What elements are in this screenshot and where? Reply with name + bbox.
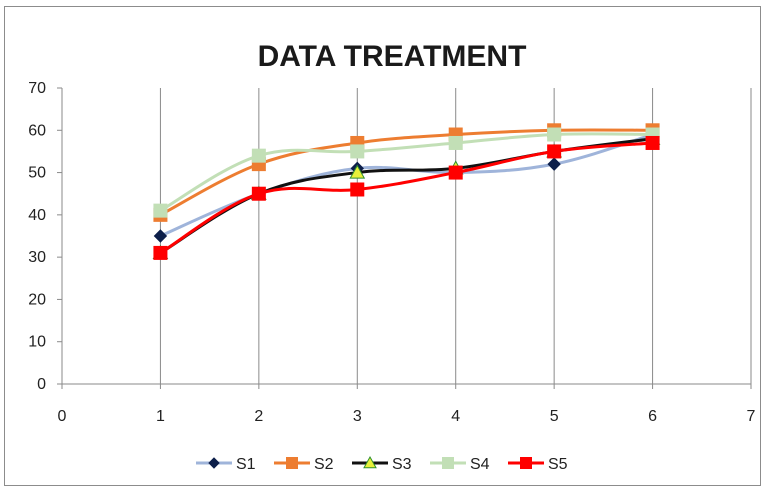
legend-item-S4: S4	[430, 456, 490, 473]
x-tick-label-6: 6	[648, 408, 657, 425]
series-S1	[153, 127, 660, 243]
legend-label-S3: S3	[392, 456, 412, 473]
legend-label-S1: S1	[236, 456, 256, 473]
point-S5-3	[350, 182, 365, 197]
series-line-S3	[159, 137, 653, 255]
legend-item-S3: S3	[352, 455, 412, 473]
y-tick-label-70: 70	[28, 80, 46, 97]
chart-frame	[4, 6, 761, 486]
x-tick-label-1: 1	[156, 408, 165, 425]
legend-marker-S4	[442, 457, 454, 469]
legend-marker-S5	[520, 457, 532, 469]
legend-item-S1: S1	[196, 456, 256, 473]
series-group	[152, 123, 661, 260]
x-tick-label-0: 0	[58, 408, 67, 425]
series-S3	[152, 130, 661, 260]
legend-marker-S3	[363, 455, 377, 469]
axes	[57, 87, 752, 389]
point-S3-3	[349, 164, 366, 179]
legend-label-S2: S2	[314, 456, 334, 473]
legend: S1 S2 S3 S4 S5	[196, 455, 568, 473]
point-S1-1	[153, 229, 168, 243]
point-S1-5	[547, 157, 561, 171]
point-S4-1	[153, 203, 168, 218]
series-line-S4	[159, 132, 653, 212]
series-S5	[153, 135, 660, 260]
y-tick-label-10: 10	[28, 334, 46, 351]
legend-label-S4: S4	[470, 456, 490, 473]
point-S4-2	[251, 148, 266, 163]
point-S5-6	[645, 135, 660, 150]
point-S5-2	[251, 186, 266, 201]
y-tick-label-50: 50	[28, 165, 46, 182]
x-tick-label-2: 2	[254, 408, 263, 425]
y-tick-label-30: 30	[28, 249, 46, 266]
y-tick-labels: 0 10 20 30 40 50 60 70	[28, 80, 46, 393]
legend-marker-S1	[208, 457, 220, 469]
y-tick-label-40: 40	[28, 207, 46, 224]
chart-title: DATA TREATMENT	[258, 40, 527, 73]
point-S4-5	[547, 127, 562, 142]
legend-marker-S2	[286, 457, 298, 469]
x-tick-label-7: 7	[747, 408, 756, 425]
x-tick-label-5: 5	[550, 408, 559, 425]
point-S4-3	[350, 144, 365, 159]
x-tick-label-3: 3	[353, 408, 362, 425]
legend-item-S5: S5	[508, 456, 568, 473]
y-tick-label-0: 0	[37, 376, 46, 393]
legend-label-S5: S5	[548, 456, 568, 473]
point-S5-5	[547, 144, 562, 159]
point-S5-4	[448, 165, 463, 180]
y-tick-label-20: 20	[28, 291, 46, 308]
point-S4-4	[448, 135, 463, 150]
x-tick-labels: 0 1 2 3 4 5 6 7	[58, 408, 756, 425]
x-tick-label-4: 4	[451, 408, 460, 425]
y-tick-label-60: 60	[28, 122, 46, 139]
legend-item-S2: S2	[274, 456, 334, 473]
point-S5-1	[153, 245, 168, 260]
series-line-S2	[159, 128, 653, 217]
